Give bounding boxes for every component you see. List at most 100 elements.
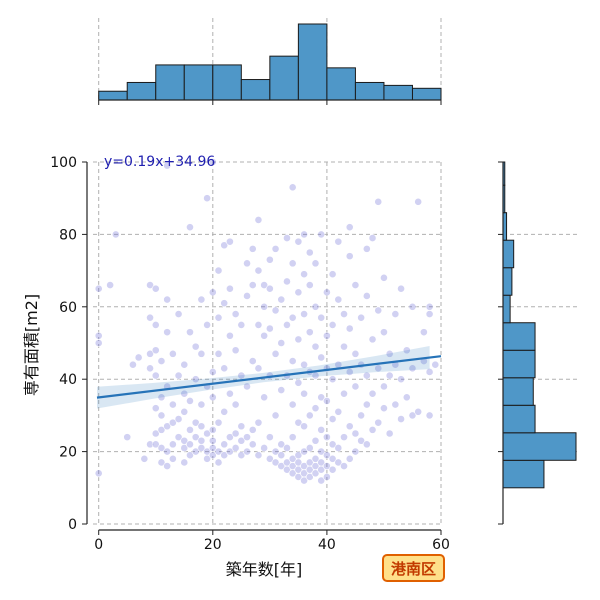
scatter-point xyxy=(243,433,251,442)
x-tick-label: 60 xyxy=(432,537,450,553)
scatter-point xyxy=(323,451,331,460)
scatter-point xyxy=(380,404,388,413)
scatter-point xyxy=(163,328,172,337)
scatter-point xyxy=(220,440,229,449)
scatter-point xyxy=(214,349,223,358)
scatter-point xyxy=(391,310,400,318)
scatter-point xyxy=(385,371,394,380)
scatter-point xyxy=(402,393,411,402)
scatter-point xyxy=(357,411,366,420)
scatter-point xyxy=(340,342,348,351)
scatter-point xyxy=(220,299,229,308)
marginal-x-bar xyxy=(354,81,385,101)
scatter-point xyxy=(226,433,234,442)
scatter-point xyxy=(368,425,377,434)
scatter-point xyxy=(419,328,428,337)
scatter-point xyxy=(254,216,263,224)
scatter-point xyxy=(323,473,331,481)
scatter-point xyxy=(328,415,337,423)
scatter-point xyxy=(323,331,331,340)
scatter-point xyxy=(260,281,269,289)
scatter-point xyxy=(345,252,354,261)
marginal-y-bar xyxy=(502,294,511,324)
scatter-point xyxy=(237,436,246,445)
scatter-point xyxy=(362,440,371,449)
scatter-point xyxy=(402,346,411,355)
x-tick-label: 40 xyxy=(318,537,336,553)
scatter-point xyxy=(248,425,257,434)
scatter-point xyxy=(208,368,217,376)
marginal-y-bar xyxy=(502,267,513,296)
scatter-point xyxy=(151,429,160,438)
scatter-point xyxy=(146,281,154,289)
scatter-point xyxy=(425,368,434,376)
y-axis-title: 専有面積[m2] xyxy=(22,294,41,396)
scatter-point xyxy=(425,310,434,318)
scatter-point xyxy=(265,255,274,264)
scatter-point xyxy=(186,397,194,405)
scatter-point xyxy=(163,447,172,456)
scatter-point xyxy=(288,357,297,365)
scatter-point xyxy=(220,407,229,416)
scatter-point xyxy=(300,447,308,456)
scatter-point xyxy=(305,328,314,337)
marginal-x-bar xyxy=(126,81,157,101)
scatter-point xyxy=(362,400,371,409)
scatter-point xyxy=(414,197,423,206)
scatter-point xyxy=(214,266,223,275)
scatter-point xyxy=(174,433,183,442)
scatter-point xyxy=(140,454,149,463)
scatter-point xyxy=(294,335,303,344)
scatter-point xyxy=(340,389,348,398)
scatter-point xyxy=(271,458,280,467)
scatter-point xyxy=(425,411,434,420)
marginal-x-bar xyxy=(212,64,242,101)
scatter-point xyxy=(283,458,291,467)
scatter-point xyxy=(334,407,343,416)
scatter-point xyxy=(345,454,354,463)
scatter-point xyxy=(186,440,194,449)
scatter-point xyxy=(294,451,303,460)
scatter-point xyxy=(260,393,269,402)
scatter-point xyxy=(226,331,234,340)
scatter-point xyxy=(323,462,331,470)
scatter-point xyxy=(151,320,160,329)
marginal-y-bar xyxy=(502,459,545,489)
scatter-point xyxy=(243,292,251,300)
scatter-point xyxy=(317,476,326,485)
scatter-point xyxy=(311,404,320,413)
scatter-point xyxy=(317,313,326,322)
scatter-point xyxy=(254,364,263,373)
scatter-point xyxy=(191,342,200,351)
scatter-point xyxy=(311,342,320,351)
scatter-point xyxy=(391,400,400,409)
scatter-point xyxy=(305,281,314,289)
scatter-point xyxy=(163,462,172,470)
scatter-point xyxy=(220,364,229,373)
marginal-x-histogram xyxy=(98,18,442,105)
scatter-point xyxy=(254,418,263,427)
scatter-point xyxy=(300,462,308,470)
marginal-y-histogram xyxy=(498,161,578,525)
scatter-point xyxy=(317,353,326,362)
scatter-point xyxy=(300,422,308,431)
scatter-point xyxy=(168,349,177,358)
scatter-point xyxy=(317,447,326,456)
scatter-point xyxy=(180,360,189,369)
scatter-point xyxy=(220,241,229,250)
scatter-point xyxy=(328,375,337,384)
scatter-point xyxy=(323,288,331,297)
scatter-point xyxy=(157,425,166,434)
scatter-point xyxy=(254,266,263,275)
scatter-point xyxy=(208,288,217,297)
scatter-point xyxy=(351,281,360,289)
scatter-point xyxy=(380,273,388,282)
scatter-point xyxy=(231,400,240,409)
scatter-point xyxy=(243,382,251,391)
scatter-point xyxy=(283,277,291,286)
scatter-point xyxy=(340,310,348,318)
scatter-point xyxy=(129,360,137,369)
scatter-point xyxy=(265,284,274,293)
scatter-point xyxy=(351,382,360,391)
